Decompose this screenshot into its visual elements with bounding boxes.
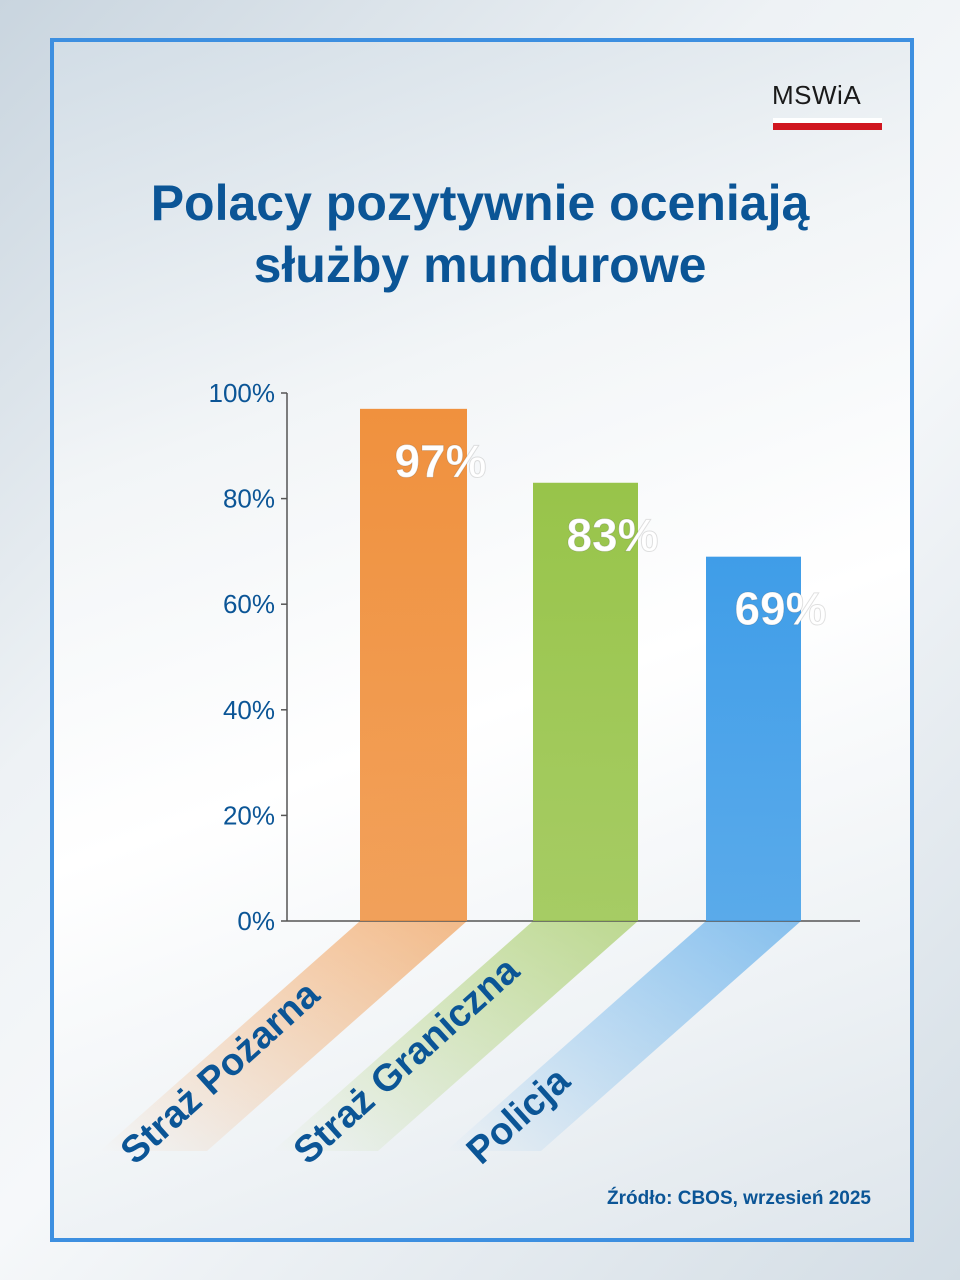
title-line-2: służby mundurowe [253,237,707,293]
source-note: Źródło: CBOS, wrzesień 2025 [607,1188,871,1209]
y-tick-label: 20% [223,800,275,830]
label-ribbon [100,921,467,1151]
y-tick-label: 40% [223,695,275,725]
bar-2 [706,556,801,921]
y-tick-label: 80% [223,484,275,514]
data-label: 69% [734,583,826,635]
mswia-logo: MSWiA [772,80,862,110]
polish-flag-stripe [773,118,882,130]
label-ribbon [273,921,638,1151]
data-label: 97% [394,435,486,487]
y-tick-label: 100% [209,378,276,408]
chart-title: Polacy pozytywnie oceniają służby mundur… [0,172,960,296]
label-ribbon [446,921,801,1151]
bar-0 [360,408,467,922]
y-tick-label: 60% [223,589,275,619]
title-line-1: Polacy pozytywnie oceniają [150,175,810,231]
data-label: 83% [566,509,658,561]
bar-1 [533,482,638,921]
y-tick-label: 0% [237,906,275,936]
